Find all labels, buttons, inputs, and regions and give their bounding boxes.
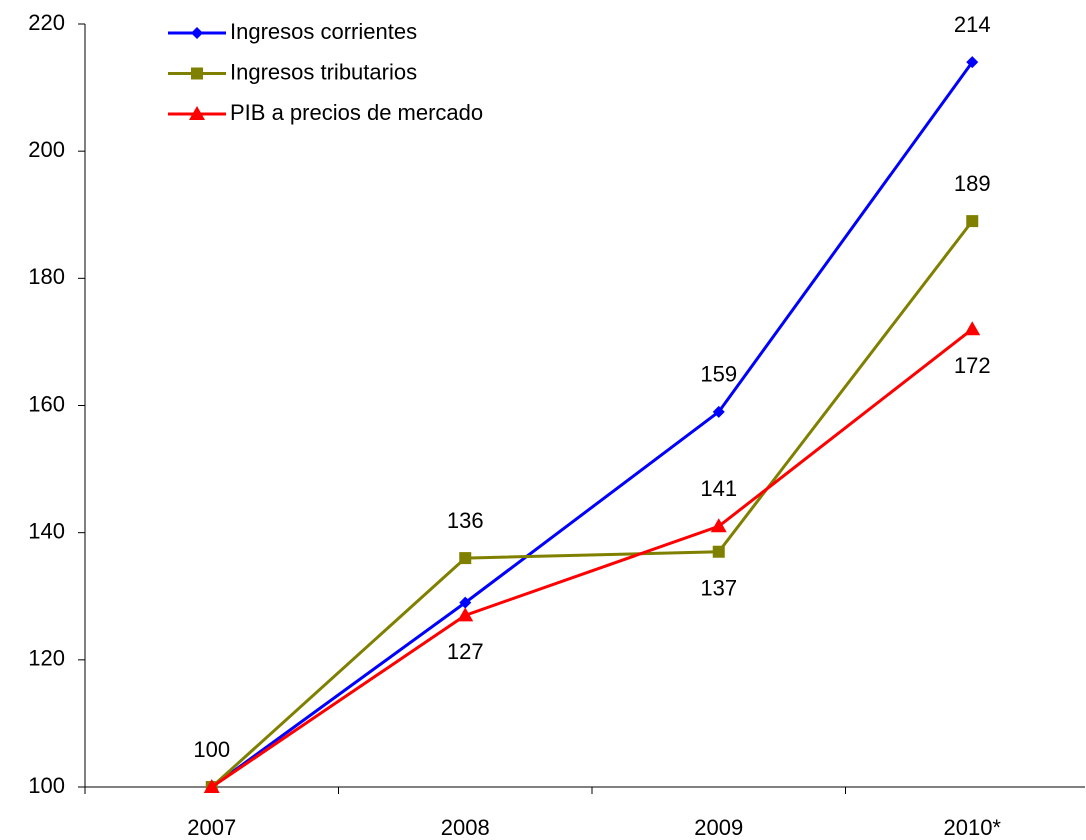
marker (191, 67, 203, 80)
marker (966, 215, 979, 228)
x-tick-label: 2010* (943, 815, 1001, 840)
y-tick-label: 160 (28, 391, 65, 416)
legend-label: Ingresos tributarios (230, 59, 417, 84)
data-label: 172 (954, 353, 991, 378)
marker (189, 106, 205, 120)
data-label: 127 (447, 639, 484, 664)
data-label: 214 (954, 12, 991, 37)
series-line (210, 61, 974, 789)
y-tick-label: 200 (28, 137, 65, 162)
x-tick-label: 2009 (694, 815, 743, 840)
y-tick-label: 120 (28, 646, 65, 671)
data-label: 141 (700, 476, 737, 501)
marker (457, 607, 474, 622)
marker (710, 518, 727, 533)
data-label: 137 (700, 576, 737, 601)
legend-label: PIB a precios de mercado (230, 100, 483, 125)
marker (459, 596, 472, 609)
y-tick-label: 100 (28, 773, 65, 798)
legend-label: Ingresos corrientes (230, 19, 417, 44)
data-label: 189 (954, 171, 991, 196)
y-tick-label: 180 (28, 264, 65, 289)
marker (191, 27, 203, 39)
x-tick-label: 2008 (441, 815, 490, 840)
data-label: 159 (700, 362, 737, 387)
y-tick-label: 140 (28, 518, 65, 543)
data-label: 136 (447, 508, 484, 533)
marker (203, 779, 220, 793)
marker (964, 321, 981, 336)
marker (712, 405, 725, 418)
data-label: 100 (193, 737, 230, 762)
y-tick-label: 220 (28, 10, 65, 35)
marker (459, 552, 472, 565)
x-tick-label: 2007 (187, 815, 236, 840)
marker (712, 545, 725, 558)
series-line (210, 328, 974, 789)
series-line (210, 220, 974, 789)
marker (966, 56, 979, 69)
